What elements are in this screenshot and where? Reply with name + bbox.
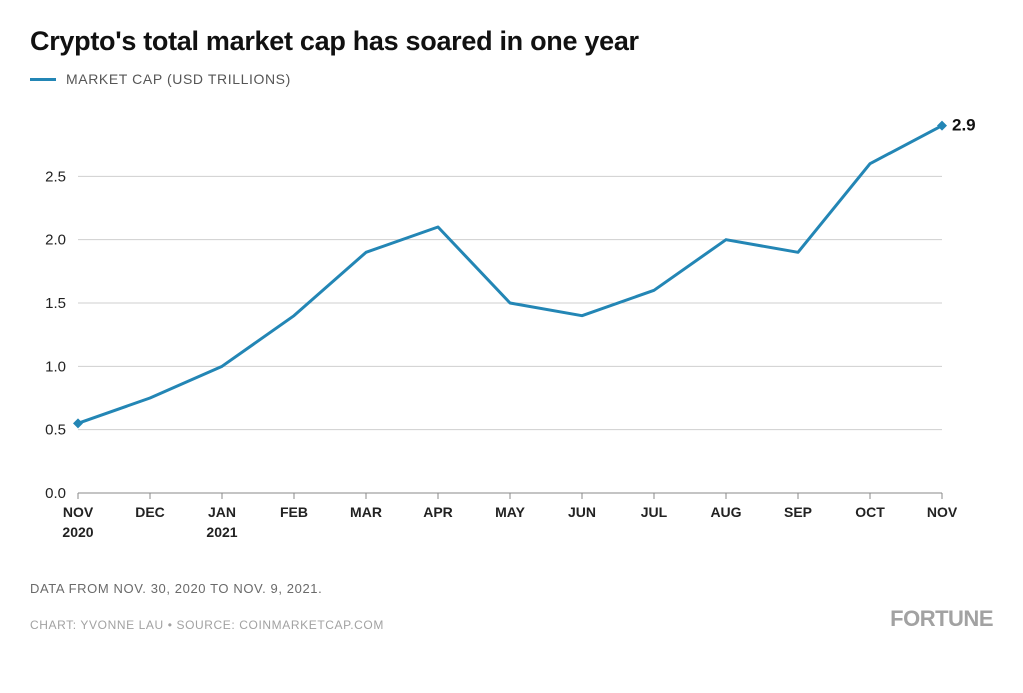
x-tick-label: DEC bbox=[135, 504, 165, 520]
x-tick-label: JAN bbox=[208, 504, 236, 520]
footer: DATA FROM NOV. 30, 2020 TO NOV. 9, 2021.… bbox=[30, 581, 993, 632]
x-tick-label: MAY bbox=[495, 504, 525, 520]
chart-title: Crypto's total market cap has soared in … bbox=[30, 26, 993, 57]
x-tick-label: SEP bbox=[784, 504, 812, 520]
x-tick-label: APR bbox=[423, 504, 453, 520]
legend-label: MARKET CAP (USD TRILLIONS) bbox=[66, 71, 291, 87]
y-tick-label: 2.0 bbox=[45, 232, 66, 249]
legend-swatch bbox=[30, 78, 56, 81]
series-end-label: 2.9 bbox=[952, 116, 976, 135]
x-tick-label: MAR bbox=[350, 504, 382, 520]
credit-text: CHART: YVONNE LAU • SOURCE: COINMARKETCA… bbox=[30, 618, 384, 632]
chart-card: Crypto's total market cap has soared in … bbox=[0, 0, 1023, 693]
y-tick-label: 1.0 bbox=[45, 358, 66, 375]
y-tick-label: 0.0 bbox=[45, 485, 66, 502]
x-tick-label: JUN bbox=[568, 504, 596, 520]
y-tick-label: 2.5 bbox=[45, 168, 66, 185]
chart-area: 0.0 0.5 1.0 1.5 2.0 2.5 NOV 2020 DEC JAN 2021 FEB MA… bbox=[30, 97, 990, 567]
x-tick-label: FEB bbox=[280, 504, 308, 520]
x-tick-label: NOV bbox=[927, 504, 958, 520]
y-tick-label: 1.5 bbox=[45, 295, 66, 312]
legend: MARKET CAP (USD TRILLIONS) bbox=[30, 71, 993, 87]
x-tick-label: NOV bbox=[63, 504, 94, 520]
y-tick-label: 0.5 bbox=[45, 422, 66, 439]
brand-logo: FORTUNE bbox=[890, 606, 993, 632]
line-chart: 0.0 0.5 1.0 1.5 2.0 2.5 NOV 2020 DEC JAN 2021 FEB MA… bbox=[30, 97, 990, 567]
series-line bbox=[78, 126, 942, 424]
x-tick-label: JUL bbox=[641, 504, 668, 520]
series-marker bbox=[73, 418, 83, 428]
credit-row: CHART: YVONNE LAU • SOURCE: COINMARKETCA… bbox=[30, 606, 993, 632]
x-tick-sublabel: 2021 bbox=[206, 524, 237, 540]
data-range-note: DATA FROM NOV. 30, 2020 TO NOV. 9, 2021. bbox=[30, 581, 993, 596]
x-tick-label: AUG bbox=[710, 504, 741, 520]
x-tick-sublabel: 2020 bbox=[62, 524, 93, 540]
x-tick-label: OCT bbox=[855, 504, 885, 520]
